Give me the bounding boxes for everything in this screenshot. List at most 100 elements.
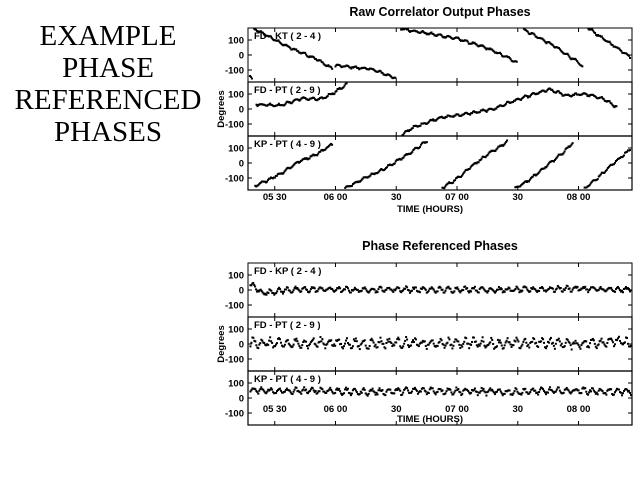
data-point (599, 339, 602, 342)
data-point (571, 288, 574, 291)
data-point (337, 88, 340, 91)
data-point (319, 336, 322, 339)
data-point (292, 343, 295, 346)
data-point (371, 339, 374, 342)
data-point (529, 177, 532, 180)
data-point (364, 344, 367, 347)
data-point (432, 288, 435, 291)
data-point (337, 287, 340, 290)
data-point (430, 31, 433, 34)
data-point (542, 338, 545, 341)
data-point (464, 285, 467, 288)
data-point (432, 342, 435, 345)
data-point (418, 291, 421, 294)
data-point (319, 150, 322, 153)
data-point (413, 386, 416, 389)
data-point (595, 178, 598, 181)
data-point (398, 287, 401, 290)
data-point (594, 31, 597, 34)
data-point (619, 391, 622, 394)
data-point (434, 291, 437, 294)
data-point (594, 179, 597, 182)
data-point (515, 388, 518, 391)
data-point (485, 154, 488, 157)
data-point (615, 339, 618, 342)
data-point (295, 48, 298, 51)
data-point (609, 42, 612, 45)
data-point (345, 82, 348, 85)
data-point (310, 155, 313, 158)
data-point (592, 179, 595, 182)
data-point (390, 75, 393, 78)
data-point (570, 143, 573, 146)
data-point (568, 391, 571, 394)
data-point (616, 337, 619, 340)
data-point (581, 287, 584, 290)
data-point (516, 286, 519, 289)
data-point (549, 87, 552, 90)
data-point (492, 390, 495, 393)
data-point (321, 287, 324, 290)
y-axis-label: Degrees (216, 90, 227, 128)
data-point (384, 168, 387, 171)
data-point (269, 388, 272, 391)
data-point (258, 389, 261, 392)
data-point (313, 56, 316, 59)
data-point (279, 42, 282, 45)
data-point (548, 338, 551, 341)
data-point (479, 342, 482, 345)
data-point (514, 387, 517, 390)
data-point (262, 388, 265, 391)
data-point (395, 287, 398, 290)
data-point (567, 340, 570, 343)
data-point (591, 28, 594, 31)
data-point (446, 387, 449, 390)
data-point (605, 289, 608, 292)
data-point (418, 342, 421, 345)
data-point (486, 154, 489, 157)
data-point (412, 388, 415, 391)
data-point (525, 286, 528, 289)
data-point (504, 142, 507, 145)
data-point (369, 339, 372, 342)
data-point (470, 164, 473, 167)
data-point (427, 343, 430, 346)
data-point (600, 337, 603, 340)
data-point (398, 388, 401, 391)
data-point (286, 339, 289, 342)
data-point (370, 389, 373, 392)
data-point (309, 288, 312, 291)
data-point (581, 65, 584, 68)
data-point (440, 34, 443, 37)
data-point (625, 287, 628, 290)
data-point (491, 48, 494, 51)
data-point (471, 112, 474, 115)
data-point (401, 393, 404, 396)
data-point (293, 388, 296, 391)
data-point (489, 387, 492, 390)
data-point (304, 51, 307, 54)
data-point (558, 340, 561, 343)
data-point (442, 343, 445, 346)
x-tick-label: 30 (391, 404, 402, 415)
data-point (568, 145, 571, 148)
data-point (288, 389, 291, 392)
data-point (423, 340, 426, 343)
data-point (559, 286, 562, 289)
data-point (507, 56, 510, 59)
data-point (508, 287, 511, 290)
data-point (335, 289, 338, 292)
x-tick-label: 07 00 (445, 192, 469, 203)
data-point (270, 387, 273, 390)
data-point (566, 338, 569, 341)
series-label: FD - KP ( 2 - 4 ) (254, 266, 321, 277)
data-point (429, 340, 432, 343)
data-point (317, 288, 320, 291)
data-point (488, 342, 491, 345)
data-point (304, 97, 307, 100)
slide-title: EXAMPLE PHASE REFERENCED PHASES (2, 20, 214, 148)
data-point (432, 33, 435, 36)
data-point (555, 156, 558, 159)
data-point (319, 59, 322, 62)
x-tick-label: 08 00 (567, 192, 591, 203)
